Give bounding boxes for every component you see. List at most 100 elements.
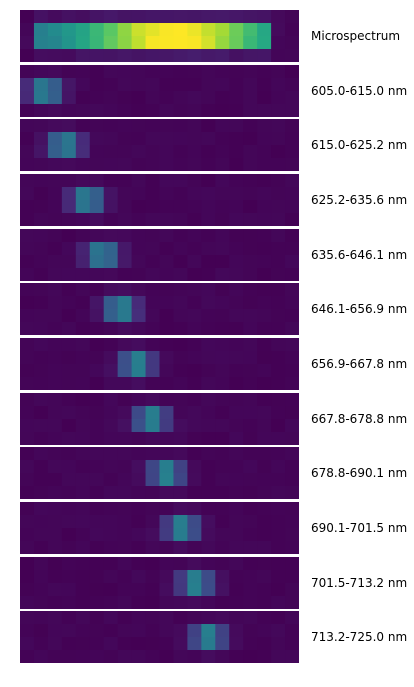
heatmap-cell bbox=[285, 104, 299, 117]
heatmap-cell bbox=[201, 570, 215, 584]
heatmap-cell bbox=[173, 528, 187, 542]
heatmap-panel bbox=[20, 174, 299, 226]
heatmap-cell bbox=[215, 309, 229, 323]
heatmap-panel bbox=[20, 283, 299, 335]
heatmap-cell bbox=[160, 557, 174, 571]
heatmap-cell bbox=[48, 486, 62, 499]
heatmap-cell bbox=[76, 486, 90, 499]
heatmap-cell bbox=[257, 268, 271, 281]
heatmap-cell bbox=[48, 36, 62, 50]
heatmap-cell bbox=[20, 36, 34, 50]
heatmap-cell bbox=[20, 78, 34, 92]
heatmap-cell bbox=[173, 174, 187, 188]
heatmap-cell bbox=[257, 78, 271, 92]
heatmap-cell bbox=[160, 515, 174, 529]
heatmap-cell bbox=[76, 502, 90, 516]
heatmap-cell bbox=[104, 486, 118, 499]
heatmap-cell bbox=[173, 650, 187, 663]
heatmap-cell bbox=[132, 78, 146, 92]
heatmap-cell bbox=[118, 158, 132, 171]
heatmap-cell bbox=[285, 213, 299, 226]
heatmap-cell bbox=[243, 104, 257, 117]
heatmap-cell bbox=[257, 432, 271, 445]
heatmap-cell bbox=[104, 65, 118, 79]
heatmap-cell bbox=[160, 145, 174, 159]
heatmap-cell bbox=[90, 406, 104, 420]
heatmap-cell bbox=[271, 377, 285, 390]
heatmap-cell bbox=[76, 432, 90, 445]
heatmap-cell bbox=[173, 377, 187, 390]
heatmap-cell bbox=[257, 570, 271, 584]
heatmap-cell bbox=[48, 432, 62, 445]
heatmap-cell bbox=[48, 91, 62, 105]
heatmap-cell bbox=[48, 268, 62, 281]
heatmap-cell bbox=[215, 145, 229, 159]
heatmap-cell bbox=[173, 557, 187, 571]
heatmap-cell bbox=[243, 213, 257, 226]
heatmap-cell bbox=[90, 460, 104, 474]
heatmap-panel bbox=[20, 338, 299, 390]
heatmap-cell bbox=[104, 364, 118, 378]
heatmap-cell bbox=[90, 528, 104, 542]
heatmap-cell bbox=[20, 322, 34, 335]
heatmap-cell bbox=[118, 255, 132, 269]
heatmap-cell bbox=[34, 473, 48, 487]
heatmap-cell bbox=[160, 486, 174, 499]
heatmap-cell bbox=[229, 10, 243, 24]
heatmap-cell bbox=[229, 78, 243, 92]
panel-label: 656.9-667.8 nm bbox=[311, 357, 407, 371]
heatmap-cell bbox=[132, 637, 146, 651]
heatmap-cell bbox=[34, 541, 48, 554]
heatmap-cell bbox=[285, 296, 299, 310]
heatmap-cell bbox=[146, 502, 160, 516]
heatmap-cell bbox=[271, 268, 285, 281]
heatmap-cell bbox=[20, 158, 34, 171]
heatmap-cell bbox=[146, 200, 160, 214]
heatmap-cell bbox=[215, 91, 229, 105]
heatmap-cell bbox=[201, 432, 215, 445]
heatmap-cell bbox=[90, 119, 104, 133]
heatmap-cell bbox=[243, 132, 257, 146]
heatmap-cell bbox=[271, 447, 285, 461]
heatmap-cell bbox=[201, 104, 215, 117]
heatmap-cell bbox=[160, 309, 174, 323]
heatmap-cell bbox=[271, 296, 285, 310]
heatmap-cell bbox=[243, 268, 257, 281]
heatmap-cell bbox=[271, 119, 285, 133]
heatmap-cell bbox=[243, 473, 257, 487]
heatmap-cell bbox=[132, 145, 146, 159]
heatmap-cell bbox=[20, 283, 34, 297]
heatmap-cell bbox=[187, 583, 201, 597]
heatmap-cell bbox=[271, 309, 285, 323]
heatmap-cell bbox=[160, 200, 174, 214]
heatmap-cell bbox=[271, 419, 285, 433]
heatmap-cell bbox=[76, 145, 90, 159]
heatmap-cell bbox=[215, 10, 229, 24]
heatmap-cell bbox=[215, 486, 229, 499]
heatmap-cell bbox=[90, 611, 104, 625]
heatmap-cell bbox=[118, 78, 132, 92]
heatmap-cell bbox=[285, 486, 299, 499]
heatmap-cell bbox=[187, 624, 201, 638]
heatmap-cell bbox=[187, 473, 201, 487]
heatmap-cell bbox=[146, 570, 160, 584]
heatmap-cell bbox=[76, 570, 90, 584]
heatmap-cell bbox=[104, 570, 118, 584]
heatmap-cell bbox=[76, 460, 90, 474]
heatmap-cell bbox=[229, 596, 243, 609]
heatmap-cell bbox=[48, 377, 62, 390]
heatmap-cell bbox=[201, 36, 215, 50]
heatmap-cell bbox=[48, 65, 62, 79]
heatmap-cell bbox=[243, 570, 257, 584]
heatmap-cell bbox=[243, 65, 257, 79]
heatmap-cell bbox=[160, 91, 174, 105]
heatmap-cell bbox=[243, 460, 257, 474]
heatmap-cell bbox=[243, 174, 257, 188]
heatmap-cell bbox=[243, 309, 257, 323]
heatmap-cell bbox=[243, 187, 257, 201]
heatmap-cell bbox=[132, 283, 146, 297]
heatmap-cell bbox=[118, 242, 132, 256]
heatmap-cell bbox=[20, 432, 34, 445]
heatmap-cell bbox=[20, 596, 34, 609]
heatmap-cell bbox=[48, 309, 62, 323]
